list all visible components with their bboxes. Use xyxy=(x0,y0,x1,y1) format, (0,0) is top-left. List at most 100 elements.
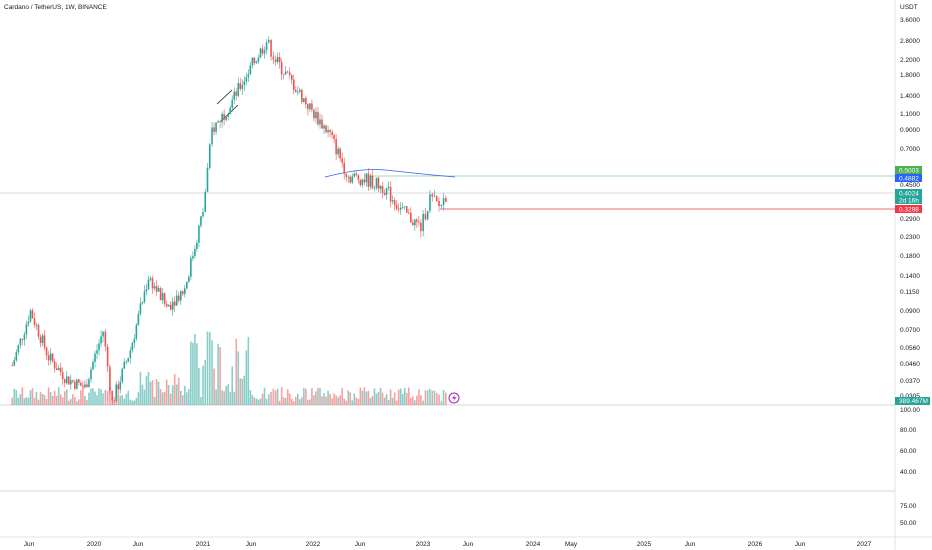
candle-body xyxy=(397,208,400,210)
volume-bar xyxy=(135,397,138,405)
time-axis-label: Jun xyxy=(246,541,257,548)
time-axis-label: Jun xyxy=(355,541,366,548)
volume-bar xyxy=(121,395,124,405)
price-axis-label: 0.0900 xyxy=(900,308,920,315)
time-axis-label: Jun xyxy=(795,541,806,548)
volume-bar xyxy=(329,393,331,405)
candle-body xyxy=(137,313,140,325)
volume-bar xyxy=(74,396,76,405)
volume-bar xyxy=(367,390,370,405)
volume-bar xyxy=(422,400,424,405)
volume-bar xyxy=(181,395,184,405)
candle-body xyxy=(265,42,268,51)
volume-bar xyxy=(231,366,234,405)
candle-body xyxy=(280,62,283,74)
candle-body xyxy=(192,256,194,259)
indicator-axis-label: 50.00 xyxy=(900,520,917,527)
candle-body xyxy=(43,335,46,348)
candle-body xyxy=(255,61,258,64)
price-axis-label: 0.0560 xyxy=(900,345,920,352)
candle-body xyxy=(381,185,384,194)
time-axis-label: 2024 xyxy=(526,541,541,548)
candle-body xyxy=(243,81,246,86)
svg-text:2d 16h: 2d 16h xyxy=(899,198,919,205)
volume-bar xyxy=(280,387,283,405)
volume-bar xyxy=(299,399,301,405)
candle-body xyxy=(55,368,58,371)
candle-body xyxy=(416,219,418,222)
candle-body xyxy=(165,303,168,307)
volume-bar xyxy=(53,390,56,405)
volume-bar xyxy=(59,394,62,405)
candle-body xyxy=(440,204,443,207)
volume-bar xyxy=(305,388,307,405)
indicator-axis-label: 80.00 xyxy=(900,427,917,434)
candle-body xyxy=(353,173,356,177)
candle-body xyxy=(296,91,299,93)
volume-bar xyxy=(247,337,250,405)
candle-body xyxy=(121,368,124,382)
volume-bar xyxy=(317,387,319,405)
volume-bar xyxy=(321,396,323,405)
candle-body xyxy=(405,206,408,213)
indicator-axis-2-labels: 75.00 50.00 xyxy=(900,503,917,527)
candle-body xyxy=(395,204,398,209)
candle-body xyxy=(401,207,404,208)
price-axis-labels: 3.6000 2.8000 2.2000 1.8000 1.4000 1.1000 0.90… xyxy=(900,17,920,400)
candle-body xyxy=(102,331,104,337)
volume-bar xyxy=(377,391,380,405)
volume-bar xyxy=(239,378,242,405)
svg-text:389.467M: 389.467M xyxy=(899,398,928,405)
volume-bar xyxy=(278,400,281,405)
volume-bar xyxy=(145,375,148,405)
candle-body xyxy=(347,176,350,178)
volume-bar xyxy=(440,400,443,405)
candle-body xyxy=(219,121,221,123)
volume-bar xyxy=(157,381,160,405)
trendline-drawing[interactable] xyxy=(216,89,233,105)
candle-body xyxy=(241,85,244,89)
candle-body xyxy=(274,59,277,62)
candle-body xyxy=(49,353,52,361)
volume-bar xyxy=(223,391,225,405)
volume-bar xyxy=(104,390,107,405)
candle-body xyxy=(184,288,186,295)
candle-body xyxy=(414,219,416,226)
volume-bar xyxy=(141,384,144,405)
candle-body xyxy=(431,194,434,197)
candle-body xyxy=(67,376,70,385)
price-axis-label: 0.1400 xyxy=(900,273,920,280)
candle-body xyxy=(237,83,240,96)
volume-bar xyxy=(37,399,40,405)
candle-body xyxy=(373,187,376,189)
volume-bar xyxy=(445,392,447,405)
candle-body xyxy=(17,345,20,353)
volume-bar xyxy=(387,400,390,405)
lightning-icon[interactable] xyxy=(448,392,460,404)
volume-bar xyxy=(100,389,102,405)
volume-bar xyxy=(137,392,140,405)
candle-body xyxy=(186,281,188,289)
volume-bar xyxy=(67,400,70,405)
price-axis-label: 0.9000 xyxy=(900,127,920,134)
volume-bar xyxy=(391,397,394,405)
volume-bar xyxy=(35,391,38,405)
volume-bar xyxy=(119,395,122,405)
candle-body xyxy=(351,176,354,183)
candle-body xyxy=(420,222,422,232)
candle-body xyxy=(325,125,327,133)
volume-bar xyxy=(131,400,134,405)
candle-body xyxy=(208,144,211,168)
candle-body xyxy=(84,384,86,388)
volume-bar xyxy=(49,392,52,405)
candle-body xyxy=(106,346,109,367)
volume-bar xyxy=(426,390,429,405)
price-axis-label: 3.6000 xyxy=(900,17,920,24)
volume-bar xyxy=(217,343,219,405)
volume-bar xyxy=(327,390,329,405)
time-axis-label: 2020 xyxy=(87,541,102,548)
candle-body xyxy=(229,107,231,114)
volume-bar xyxy=(192,342,194,405)
volume-bar xyxy=(255,398,258,405)
